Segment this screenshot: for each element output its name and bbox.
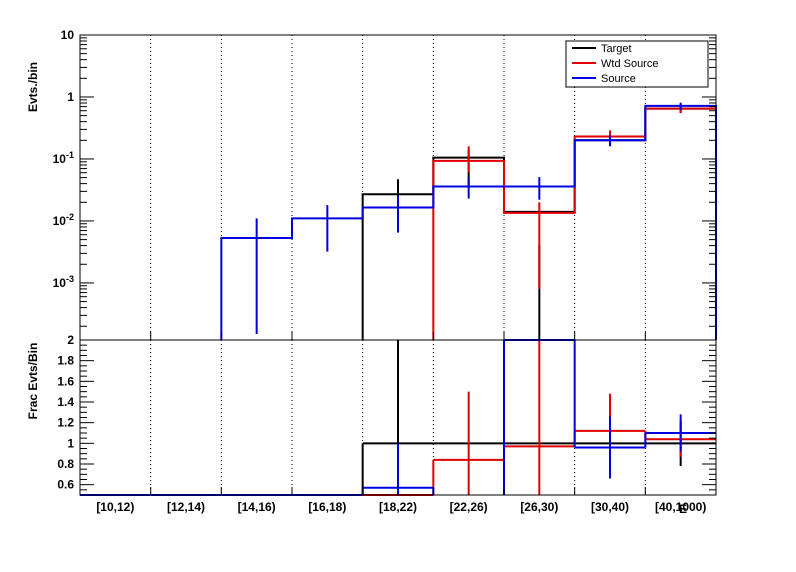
x-tick-label: [40,1000) — [655, 500, 706, 514]
top-y-axis-label: Evts./bin — [26, 62, 40, 112]
bottom-y-tick-label: 1.4 — [57, 395, 74, 409]
bottom-panel: 0.6 0.8 1 1.2 1.4 1.6 1.8 2 [10,12) [12,14) [14,16… — [26, 333, 717, 516]
x-tick-label: [12,14) — [167, 500, 205, 514]
x-tick-label: [18,22) — [379, 500, 417, 514]
x-tick-label: [26,30) — [520, 500, 558, 514]
x-tick-label: [22,26) — [450, 500, 488, 514]
bottom-y-tick-label: 1.2 — [57, 416, 74, 430]
x-axis-label: E — [679, 502, 687, 516]
top-histogram-source — [220, 104, 717, 340]
bottom-y-tick-label: 0.6 — [57, 478, 74, 492]
legend-label-source: Source — [601, 73, 636, 85]
bottom-y-tick-label: 1.8 — [57, 354, 74, 368]
top-y-tick-label: 10-1 — [53, 150, 74, 166]
top-series-group — [220, 102, 717, 340]
bottom-y-tick-label: 0.8 — [57, 457, 74, 471]
x-tick-label: [14,16) — [238, 500, 276, 514]
x-tick-label: [10,12) — [96, 500, 134, 514]
legend-label-wtd-source: Wtd Source — [601, 58, 658, 70]
x-tick-label: [16,18) — [308, 500, 346, 514]
bottom-series-group — [80, 339, 716, 496]
bottom-axes: 0.6 0.8 1 1.2 1.4 1.6 1.8 2 [10,12) [12,14) [14,16… — [57, 333, 717, 514]
bottom-y-tick-label: 1.6 — [57, 374, 74, 388]
bottom-y-tick-label: 2 — [67, 333, 74, 347]
x-tick-label: [30,40) — [591, 500, 629, 514]
bottom-y-tick-label: 1 — [67, 436, 74, 450]
top-y-tick-label: 10-2 — [53, 212, 74, 228]
legend: Target Wtd Source Source — [565, 40, 709, 88]
top-y-tick-label: 1 — [67, 90, 74, 104]
legend-label-target: Target — [601, 43, 632, 55]
top-y-tick-label: 10-3 — [53, 274, 74, 290]
bottom-y-axis-label: Frac Evts/Bin — [26, 343, 40, 420]
top-y-tick-label: 10 — [61, 28, 75, 42]
